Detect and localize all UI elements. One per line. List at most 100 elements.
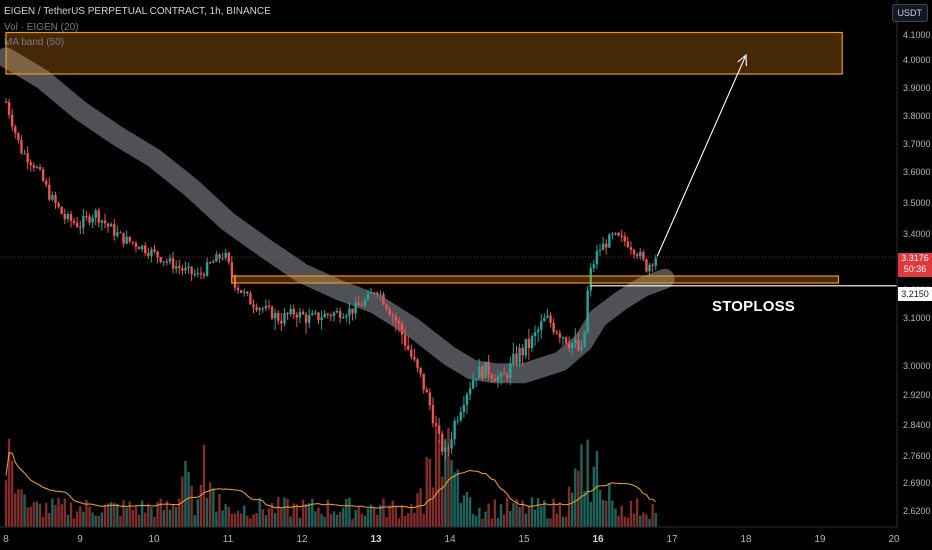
time-tick-label: 18 (740, 534, 752, 545)
volume-bar (601, 499, 605, 527)
candle-body (567, 343, 571, 349)
candle-body (94, 210, 97, 218)
price-tick-label: 3.9000 (903, 83, 931, 93)
volume-bar (57, 497, 60, 527)
candle-body (184, 267, 187, 271)
volume-bar (645, 514, 648, 527)
candle-body (407, 345, 410, 350)
volume-bar (66, 514, 70, 527)
volume-bar (202, 444, 206, 527)
candle-body (540, 321, 543, 330)
candle-body (91, 217, 94, 223)
volume-bar (205, 497, 209, 527)
time-tick-label: 14 (444, 534, 456, 545)
volume-bar (605, 500, 608, 527)
volume-bar (536, 498, 540, 527)
candle-body (221, 257, 224, 259)
volume-bar (626, 517, 630, 527)
volume-bar (623, 516, 626, 527)
volume-bar (156, 501, 159, 527)
annotations-layer[interactable] (0, 31, 897, 287)
volume-bar (453, 472, 456, 527)
volume-indicator-label[interactable]: Vol · EIGEN (20) (4, 22, 79, 33)
candle-body (471, 380, 475, 389)
candle-body (45, 180, 48, 185)
target-arrow-line[interactable] (656, 54, 747, 257)
volume-bar (134, 506, 138, 527)
volume-bar (317, 507, 320, 527)
time-tick-label: 12 (296, 534, 308, 545)
volume-bar (468, 497, 472, 527)
volume-bar (168, 509, 172, 527)
candle-body (199, 272, 203, 275)
volume-bar (218, 493, 221, 527)
candle-body (298, 311, 302, 318)
volume-bar (540, 506, 543, 527)
candle-body (654, 258, 657, 266)
candle-body (521, 347, 524, 356)
volume-bar (88, 506, 91, 527)
candle-body (69, 213, 73, 221)
volume-bar (304, 504, 308, 527)
volume-bar (270, 503, 274, 527)
volume-bar (159, 498, 162, 527)
target-zone-rect[interactable] (5, 31, 843, 75)
volume-bar (376, 514, 379, 527)
candle-body (29, 162, 32, 166)
candle-body (345, 315, 348, 318)
candle-body (10, 114, 14, 127)
volume-bar (20, 489, 23, 527)
time-tick-label: 8 (3, 534, 9, 545)
volume-bar (521, 500, 524, 527)
candle-body (35, 167, 39, 169)
candle-body (88, 216, 91, 223)
volume-bar (391, 500, 394, 527)
candle-body (267, 305, 271, 307)
volume-bar (608, 483, 611, 527)
currency-button[interactable]: USDT (891, 4, 928, 22)
volume-bar (648, 518, 651, 527)
volume-bar (41, 516, 45, 527)
volume-bar (326, 499, 329, 527)
volume-bar (379, 504, 382, 527)
volume-bar (580, 444, 583, 527)
candle-body (113, 224, 116, 236)
volume-bar (103, 504, 107, 527)
volume-bar (509, 510, 512, 527)
volume-bar (140, 500, 144, 527)
volume-bar (611, 500, 614, 527)
volume-bar (227, 507, 230, 527)
volume-bar (314, 511, 317, 527)
volume-bar (416, 493, 419, 527)
candle-body (450, 439, 453, 449)
support-zone-rect[interactable] (231, 275, 840, 284)
time-tick-label: 13 (370, 534, 382, 545)
volume-bar (131, 509, 135, 527)
volume-layer (4, 423, 657, 527)
volume-bar (292, 503, 295, 527)
candle-body (97, 210, 101, 223)
time-axis[interactable]: 8 9 10 11 12 13 14 15 16 17 18 19 20 (3, 534, 900, 545)
candle-body (422, 373, 425, 390)
volume-bar (598, 489, 602, 527)
candle-body (481, 366, 484, 379)
volume-bar (549, 518, 552, 527)
price-tick-label: 3.7000 (903, 139, 931, 149)
volume-bar (413, 512, 416, 527)
candle-body (453, 421, 456, 440)
candle-body (570, 343, 574, 349)
price-tick-label: 2.6200 (903, 506, 931, 516)
candle-body (224, 252, 227, 258)
ma-band-layer (0, 47, 675, 384)
candle-body (264, 305, 268, 309)
candle-body (496, 376, 500, 382)
candle-body (137, 246, 141, 250)
candle-body (202, 274, 206, 276)
ma-band-indicator-label[interactable]: MA band (50) (4, 37, 65, 48)
candle-body (425, 389, 428, 393)
volume-bar (543, 500, 546, 527)
volume-bar (642, 512, 645, 527)
volume-bar (583, 491, 586, 527)
candle-body (23, 153, 26, 155)
